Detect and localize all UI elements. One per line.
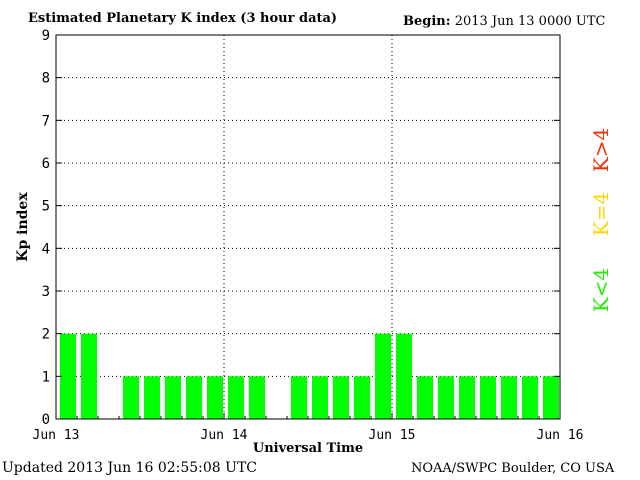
x-tick-label: Jun 16	[537, 428, 584, 443]
kp-bar	[543, 376, 559, 419]
kp-bar	[417, 376, 433, 419]
grid-lines	[56, 34, 560, 419]
kp-bar	[207, 376, 223, 419]
y-tick-label: 2	[42, 327, 50, 343]
kp-bar	[123, 376, 139, 419]
begin-label: Begin:	[403, 14, 451, 29]
y-tick-label: 6	[42, 156, 50, 172]
y-tick-label: 9	[42, 28, 50, 44]
kp-bar	[60, 333, 76, 419]
x-axis-label: Universal Time	[253, 441, 363, 456]
source-credit: NOAA/SWPC Boulder, CO USA	[411, 461, 615, 476]
kp-bar	[522, 376, 538, 419]
kp-bar	[186, 376, 202, 419]
y-tick-label: 0	[42, 412, 50, 428]
y-axis: 0 1 2 3 4 5 6 7 8 9	[42, 28, 560, 428]
x-axis: Jun 13 Jun 14 Jun 15 Jun 16	[33, 413, 584, 443]
chart-title: Estimated Planetary K index (3 hour data…	[28, 11, 338, 26]
legend-label: K=4	[589, 192, 613, 236]
begin-timestamp: Begin: 2013 Jun 13 0000 UTC	[403, 14, 605, 29]
kp-bar	[144, 376, 160, 419]
kp-bar	[354, 376, 370, 419]
legend-label: K<4	[589, 268, 613, 312]
kp-bar	[375, 333, 391, 419]
kp-bar	[291, 376, 307, 419]
y-tick-label: 8	[42, 71, 50, 87]
x-tick-label: Jun 13	[33, 428, 80, 443]
bar-series	[60, 333, 559, 419]
x-tick-label: Jun 15	[369, 428, 416, 443]
kp-bar	[438, 376, 454, 419]
y-tick-label: 4	[42, 241, 50, 257]
plot-frame	[55, 34, 561, 420]
begin-value: 2013 Jun 13 0000 UTC	[454, 14, 606, 29]
kp-bar	[81, 333, 97, 419]
kp-bar	[501, 376, 517, 419]
kp-bar	[459, 376, 475, 419]
kp-bar	[228, 376, 244, 419]
kp-bar	[396, 333, 412, 419]
x-tick-label: Jun 14	[201, 428, 248, 443]
kp-bar	[333, 376, 349, 419]
y-tick-label: 5	[42, 199, 50, 215]
updated-timestamp: Updated 2013 Jun 16 02:55:08 UTC	[2, 460, 258, 476]
kp-bar	[480, 376, 496, 419]
legend-label: K>4	[589, 128, 613, 172]
legend: K>4 K=4 K<4	[589, 128, 613, 312]
kp-bar	[165, 376, 181, 419]
kp-bar	[312, 376, 328, 419]
kp-bar	[249, 376, 265, 419]
y-axis-label: Kp index	[15, 192, 31, 262]
y-tick-label: 3	[42, 284, 50, 300]
y-tick-label: 7	[42, 113, 50, 129]
y-tick-label: 1	[42, 369, 50, 385]
